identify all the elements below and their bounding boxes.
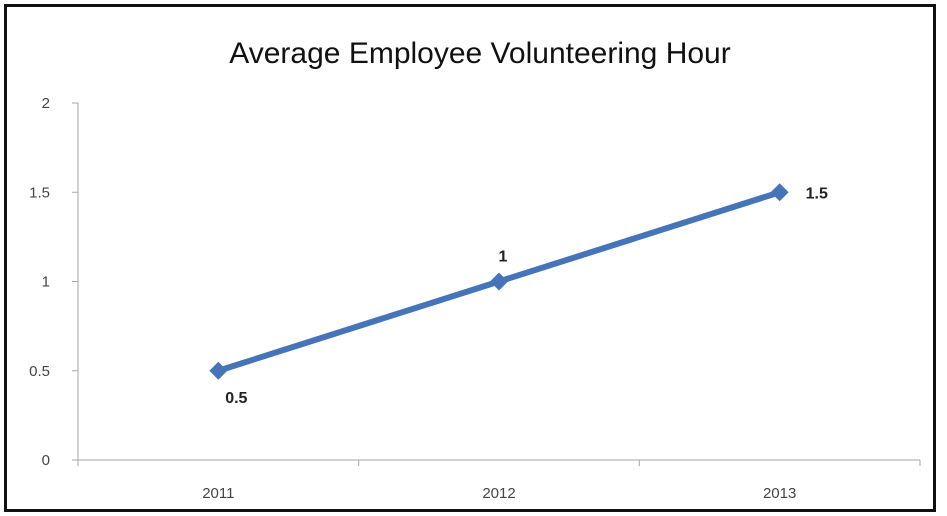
x-tick-label: 2013 bbox=[763, 485, 796, 502]
y-tick-label: 0.5 bbox=[29, 363, 50, 380]
data-point-marker bbox=[770, 183, 789, 202]
chart-title: Average Employee Volunteering Hour bbox=[229, 37, 730, 70]
chart-frame bbox=[4, 4, 936, 512]
y-tick-label: 1.5 bbox=[29, 184, 50, 201]
y-tick-label: 1 bbox=[42, 274, 50, 291]
x-tick-label: 2012 bbox=[482, 485, 515, 502]
y-tick-label: 2 bbox=[42, 95, 50, 112]
axes: 0 0.5 1 1.5 2 2011 2012 2013 bbox=[29, 95, 921, 502]
data-label: 1 bbox=[499, 249, 508, 266]
data-label: 0.5 bbox=[225, 390, 247, 407]
series: 0.5 1 1.5 bbox=[209, 183, 828, 407]
data-point-marker bbox=[209, 361, 228, 380]
y-tick-label: 0 bbox=[42, 452, 50, 469]
x-tick-label: 2011 bbox=[202, 485, 234, 502]
data-label: 1.5 bbox=[806, 185, 828, 202]
data-point-marker bbox=[490, 272, 508, 291]
